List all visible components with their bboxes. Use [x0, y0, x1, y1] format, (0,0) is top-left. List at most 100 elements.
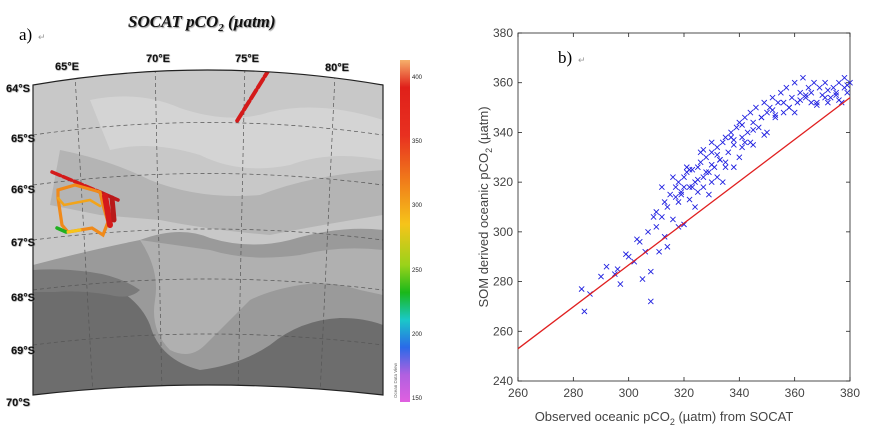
- panel-b-mark: ↵: [578, 55, 586, 65]
- scatter-point: [750, 119, 757, 126]
- scatter-point: [603, 263, 610, 270]
- scatter-point: [797, 97, 804, 104]
- scatter-point: [708, 139, 715, 146]
- fit-line: [517, 97, 851, 350]
- colorbar-tick-400: 400: [412, 75, 423, 81]
- scatter-point: [717, 156, 723, 163]
- x-tick-label: 260: [508, 386, 528, 400]
- scatter-point: [694, 176, 701, 183]
- scatter-point: [725, 149, 732, 156]
- scatter-point: [739, 144, 746, 151]
- scatter-point: [672, 184, 679, 191]
- scatter-point: [736, 154, 743, 161]
- scatter-point: [805, 84, 812, 91]
- x-tick-label: 340: [729, 386, 749, 400]
- scatter-point: [750, 127, 757, 133]
- scatter-point: [758, 114, 765, 121]
- scatter-point: [780, 109, 787, 116]
- scatter-point: [730, 136, 737, 143]
- scatter-point: [694, 189, 701, 196]
- scatter-point: [822, 79, 829, 86]
- scatter-point: [708, 161, 715, 168]
- panel-a-mark: ↵: [38, 32, 46, 42]
- scatter-point: [656, 248, 663, 255]
- scatter-point: [700, 184, 707, 191]
- scatter-point: [813, 102, 820, 109]
- scatter-point: [788, 94, 795, 101]
- scatter-point: [733, 124, 740, 131]
- scatter-point: [739, 122, 746, 128]
- lat-label-66: 66°S: [11, 184, 35, 196]
- scatter-point: [692, 204, 698, 210]
- scatter-point: [581, 308, 588, 315]
- scatter-plot-area: 260 280 300 320 340 360 3802402602803003203403…: [493, 26, 860, 400]
- lon-label-80: 80°E: [325, 62, 349, 74]
- scatter-point: [689, 166, 696, 173]
- colorbar-tick-350: 350: [412, 139, 423, 145]
- scatter-point: [700, 174, 707, 181]
- scatter-point: [780, 99, 787, 106]
- y-tick-label: 360: [493, 76, 513, 90]
- plot-frame: [517, 32, 851, 382]
- scatter-point: [675, 179, 682, 186]
- scatter-point: [722, 159, 729, 166]
- scatter-point: [658, 214, 665, 220]
- scatter-point: [841, 74, 848, 81]
- scatter-point: [678, 189, 685, 196]
- y-axis-label: SOM derived oceanic pCO2 (µatm): [476, 106, 494, 307]
- scatter-point: [816, 84, 823, 91]
- scatter-point: [672, 194, 679, 200]
- scatter-point: [761, 131, 768, 138]
- scatter-point: [645, 228, 651, 235]
- scatter-point: [739, 134, 746, 141]
- scatter-point: [686, 184, 693, 191]
- map-title: SOCAT pCO2 (µatm): [128, 12, 276, 34]
- scatter-point: [836, 97, 842, 104]
- scatter-point: [661, 199, 668, 205]
- scatter-point: [775, 99, 781, 106]
- scatter-point: [827, 94, 834, 101]
- lat-label-68: 68°S: [11, 292, 35, 304]
- lon-label-65: 65°E: [55, 61, 79, 73]
- scatter-point: [650, 214, 657, 220]
- colorbar: [400, 60, 410, 402]
- colorbar-tick-150: 150: [412, 396, 423, 402]
- scatter-point: [681, 184, 687, 191]
- panel-b-label: b): [558, 48, 572, 67]
- scatter-point: [670, 216, 676, 223]
- scatter-point: [786, 104, 793, 111]
- lon-label-70: 70°E: [146, 53, 170, 65]
- scatter-point: [689, 184, 696, 191]
- scatter-point: [744, 129, 751, 136]
- scatter-point: [836, 79, 842, 86]
- scatter-point: [653, 209, 660, 215]
- scatter-point: [753, 104, 759, 111]
- scatter-point: [598, 273, 604, 280]
- scatter-point: [578, 286, 585, 292]
- scatter-point: [703, 154, 710, 161]
- scatter-point: [686, 196, 693, 203]
- x-axis-label: Observed oceanic pCO2 (µatm) from SOCAT: [535, 409, 794, 427]
- scatter-point: [791, 79, 798, 86]
- scatter-point: [833, 89, 840, 96]
- scatter-point: [708, 149, 715, 156]
- y-tick-label: 260: [493, 324, 513, 338]
- scatter-point: [658, 184, 665, 191]
- scatter-point: [675, 199, 682, 205]
- lat-label-70: 70°S: [6, 397, 30, 409]
- scatter-point: [694, 164, 701, 171]
- scatter-point: [728, 129, 734, 136]
- scatter-point: [647, 298, 654, 305]
- scatter-point: [769, 107, 776, 113]
- colorbar-watermark: Ocean Data View: [393, 362, 398, 398]
- scatter-point: [783, 84, 790, 91]
- scatter-point: [808, 99, 815, 106]
- y-tick-label: 280: [493, 275, 513, 289]
- scatter-point: [714, 174, 721, 181]
- x-tick-label: 280: [563, 386, 583, 400]
- y-tick-label: 380: [493, 26, 513, 40]
- scatter-point: [722, 164, 729, 171]
- scatter-point: [634, 236, 640, 243]
- scatter-point: [653, 223, 660, 230]
- scatter-point: [769, 94, 776, 101]
